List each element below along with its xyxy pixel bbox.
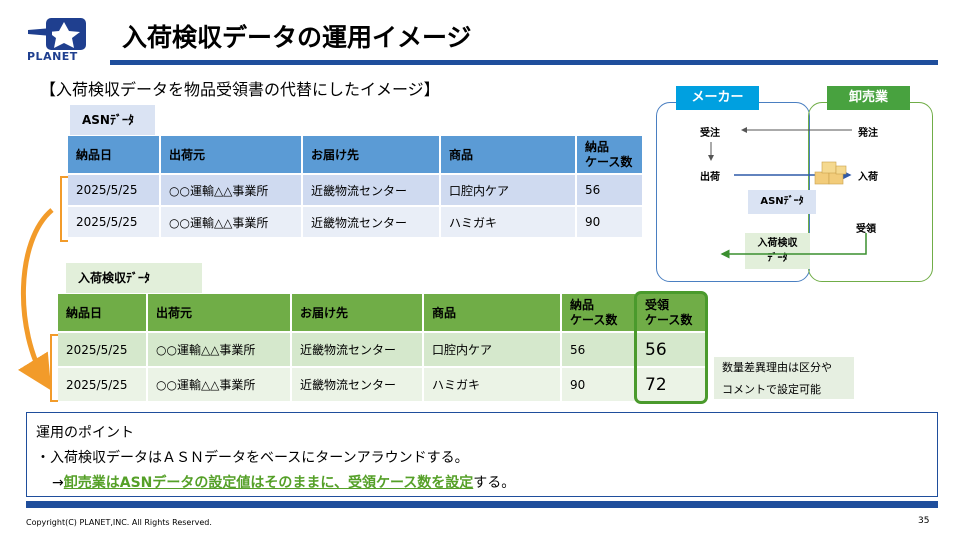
planet-star-icon	[28, 18, 86, 50]
receipt-data-chip: 入荷検収 ﾃﾞｰﾀ	[745, 233, 810, 269]
cell-destination: 近畿物流センター	[291, 332, 424, 368]
chip-line-1: 入荷検収	[757, 238, 798, 249]
rcv-header-date: 納品日	[58, 294, 148, 333]
received-cases-highlight	[634, 291, 708, 404]
cell-origin: ○○運輸△△事業所	[160, 206, 303, 239]
cell-cases: 90	[576, 206, 644, 239]
receipt-data-tag: 入荷検収ﾃﾞｰﾀ	[66, 263, 202, 293]
maker-header: メーカー	[676, 86, 759, 110]
asn-header-destination: お届け先	[302, 136, 441, 175]
asn-header-product: 商品	[440, 136, 577, 175]
asn-header-row: 納品日 出荷元 お届け先 商品 納品 ケース数	[68, 136, 644, 175]
logo-text: PLANET	[27, 50, 78, 63]
page-title: 入荷検収データの運用イメージ	[122, 23, 472, 52]
cell-product: 口腔内ケア	[423, 332, 562, 368]
points-heading: 運用のポイント	[36, 425, 134, 441]
asn-data-chip: ASNﾃﾞｰﾀ	[748, 190, 816, 214]
table-row: 2025/5/25 ○○運輸△△事業所 近畿物流センター ハミガキ 90 72	[58, 367, 708, 403]
asn-header-origin: 出荷元	[160, 136, 303, 175]
cell-cases: 90	[561, 367, 637, 403]
asn-header-date: 納品日	[68, 136, 161, 175]
asn-header-cases: 納品 ケース数	[576, 136, 644, 175]
cell-destination: 近畿物流センター	[302, 206, 441, 239]
asn-table: 納品日 出荷元 お届け先 商品 納品 ケース数 2025/5/25 ○○運輸△△…	[68, 136, 644, 239]
operation-points-box: 運用のポイント ・入荷検収データはＡＳＮデータをベースにターンアラウンドする。 …	[26, 412, 938, 497]
cell-destination: 近畿物流センター	[302, 174, 441, 207]
cell-destination: 近畿物流センター	[291, 367, 424, 403]
copyright: Copyright(C) PLANET,INC. All Rights Rese…	[26, 518, 212, 527]
cell-date: 2025/5/25	[68, 174, 161, 207]
rcv-header-cases: 納品 ケース数	[561, 294, 637, 333]
receipt-header-row: 納品日 出荷元 お届け先 商品 納品 ケース数 受領 ケース数	[58, 294, 708, 333]
planet-logo	[26, 14, 100, 64]
rcv-header-received: 受領 ケース数	[636, 294, 708, 333]
title-rule	[110, 60, 938, 65]
points-highlight: 卸売業はASNデータの設定値はそのままに、受領ケース数を設定	[63, 475, 474, 491]
rcv-header-origin: 出荷元	[147, 294, 292, 333]
cell-product: 口腔内ケア	[440, 174, 577, 207]
rcv-header-destination: お届け先	[291, 294, 424, 333]
subtitle: 【入荷検収データを物品受領書の代替にしたイメージ】	[40, 80, 440, 99]
cell-origin: ○○運輸△△事業所	[160, 174, 303, 207]
cell-date: 2025/5/25	[58, 332, 148, 368]
flow-order: 発注	[858, 128, 878, 139]
points-conclusion: →卸売業はASNデータの設定値はそのままに、受領ケース数を設定する。	[36, 471, 937, 496]
points-tail: する。	[473, 475, 516, 491]
asn-data-tag: ASNﾃﾞｰﾀ	[70, 105, 155, 135]
wholesale-header: 卸売業	[827, 86, 910, 110]
cell-origin: ○○運輸△△事業所	[147, 367, 292, 403]
cell-origin: ○○運輸△△事業所	[147, 332, 292, 368]
points-bullet: ・入荷検収データはＡＳＮデータをベースにターンアラウンドする。	[36, 450, 469, 466]
note-line-1: 数量差異理由は区分や	[722, 361, 832, 374]
asn-rows-bracket	[60, 176, 68, 242]
variance-note: 数量差異理由は区分や コメントで設定可能	[714, 357, 854, 399]
table-row: 2025/5/25 ○○運輸△△事業所 近畿物流センター ハミガキ 90	[68, 206, 644, 239]
page-number: 35	[918, 516, 930, 526]
cell-date: 2025/5/25	[58, 367, 148, 403]
flow-receive: 受領	[856, 224, 876, 235]
points-arrow: →	[52, 475, 64, 491]
cell-cases: 56	[576, 174, 644, 207]
cell-product: ハミガキ	[440, 206, 577, 239]
turnaround-arrow	[18, 208, 54, 391]
cell-product: ハミガキ	[423, 367, 562, 403]
table-row: 2025/5/25 ○○運輸△△事業所 近畿物流センター 口腔内ケア 56 56	[58, 332, 708, 368]
rcv-header-product: 商品	[423, 294, 562, 333]
table-row: 2025/5/25 ○○運輸△△事業所 近畿物流センター 口腔内ケア 56	[68, 174, 644, 207]
note-line-2: コメントで設定可能	[722, 383, 821, 396]
receipt-table: 納品日 出荷元 お届け先 商品 納品 ケース数 受領 ケース数 2025/5/2…	[58, 294, 708, 403]
flow-ship: 出荷	[700, 172, 720, 183]
cell-date: 2025/5/25	[68, 206, 161, 239]
receipt-rows-bracket	[50, 334, 58, 402]
flow-arrival: 入荷	[858, 172, 878, 183]
flow-order-received: 受注	[700, 128, 720, 139]
cell-cases: 56	[561, 332, 637, 368]
footer-rule	[26, 501, 938, 508]
chip-line-2: ﾃﾞｰﾀ	[767, 253, 788, 264]
